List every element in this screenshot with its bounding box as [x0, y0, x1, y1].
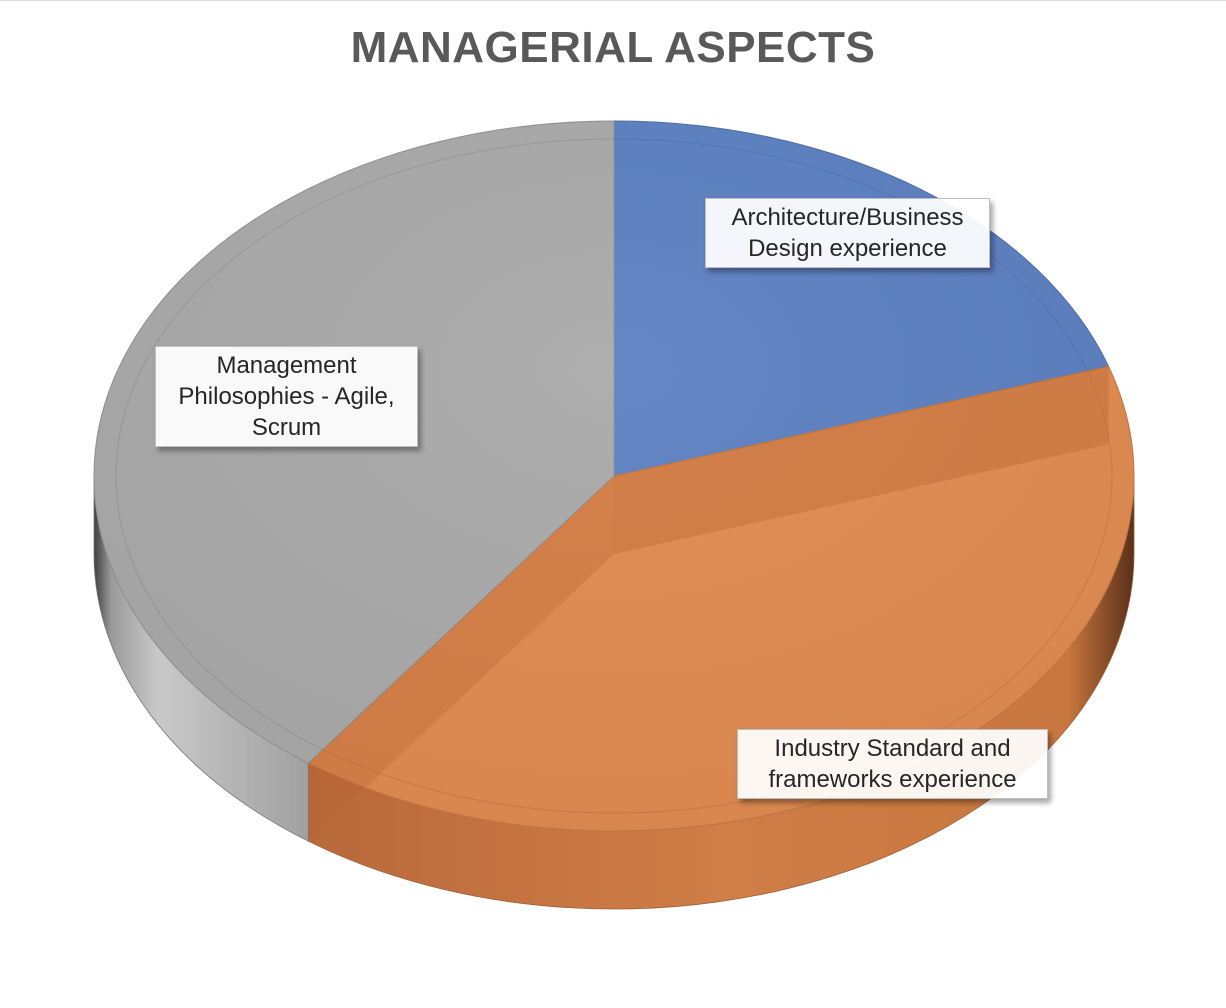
pie-slice-1-cut-face-left: [308, 476, 614, 842]
data-label-industry-standard: Industry Standard and frameworks experie…: [737, 729, 1048, 799]
data-label-line: Philosophies - Agile,: [178, 383, 395, 410]
data-label-line: Scrum: [251, 414, 322, 441]
data-label-line: Architecture/Business: [731, 204, 964, 231]
data-label-line: frameworks experience: [768, 766, 1017, 793]
pie-slice-1-cut-face: [614, 366, 1109, 554]
data-label-line: Design experience: [748, 235, 947, 262]
data-label-architecture: Architecture/Business Design experience: [705, 198, 990, 268]
chart-title: MANAGERIAL ASPECTS: [350, 23, 876, 72]
data-label-management-philosophies: Management Philosophies - Agile, Scrum: [155, 346, 418, 447]
data-label-line: Management: [216, 352, 357, 379]
pie-top-sheen: [94, 121, 1134, 831]
data-label-line: Industry Standard and: [774, 735, 1011, 762]
